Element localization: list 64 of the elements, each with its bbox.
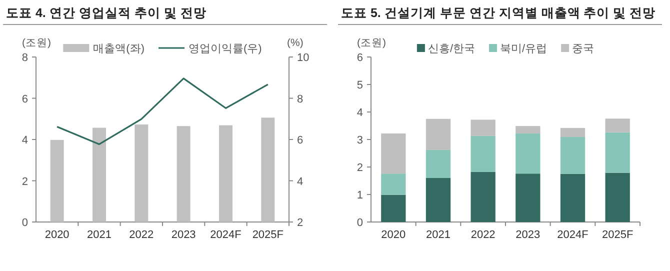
bar [560,128,586,138]
x-tick-label: 2023 [516,229,540,241]
x-tick-label: 2021 [87,229,112,241]
legend-label: 북미/유럽 [500,43,548,55]
x-tick-label: 2024F [210,229,242,241]
legend-label: 신흥/한국 [428,43,475,55]
x-tick-label: 2020 [381,229,406,241]
bar [426,118,451,150]
bar [381,133,406,174]
line-series [56,78,269,146]
x-tick-label: 2023 [171,229,196,241]
bar [426,178,451,222]
bar [219,125,232,222]
y2-tick-label: 4 [297,176,304,188]
bar [92,128,106,222]
bar [516,133,540,174]
y2-tick-label: 6 [297,134,304,146]
y2-tick-label: 8 [297,93,304,106]
y-tick-label: 8 [22,52,28,64]
y-tick-label: 6 [22,93,28,106]
bar [381,194,406,222]
x-tick-label: 2025F [602,229,634,241]
chart-title: 도표 4. 연간 영업실적 추이 및 전망 [6,6,206,20]
bar [516,174,540,222]
y-axis-title: (조원) [22,37,51,49]
y2-tick-label: 2 [297,217,304,229]
bar [470,136,496,172]
y-tick-label: 0 [22,217,28,229]
y-tick-label: 5 [356,80,363,92]
x-tick-label: 2024F [557,229,589,241]
x-tick-label: 2025F [252,229,284,241]
y-tick-label: 1 [356,190,363,202]
y-tick-label: 0 [356,217,363,229]
y-tick-label: 4 [22,134,28,146]
bar [470,120,496,136]
y-tick-label: 2 [356,162,363,174]
x-tick-label: 2021 [426,229,450,241]
y-tick-label: 4 [356,107,363,119]
x-tick-label: 2022 [470,229,496,241]
y-tick-label: 2 [22,176,28,188]
y-tick-label: 6 [356,52,363,64]
bar [176,126,190,222]
bar [381,174,406,195]
y-axis-title: (조원) [357,37,386,49]
bar [134,124,148,222]
bar [560,137,586,174]
bar [261,118,275,222]
bar [605,118,630,132]
bar [516,126,540,134]
bar [605,132,630,173]
bar [560,174,586,222]
bar [470,172,496,222]
legend-label: 매출액(좌) [93,43,144,55]
y2-tick-label: 10 [297,52,310,64]
chart-title: 도표 5. 건설기계 부문 연간 지역별 매출액 추이 및 전망 [341,6,656,20]
legend-label: 중국 [572,43,594,55]
y-tick-label: 3 [356,134,363,146]
x-tick-label: 2022 [129,229,154,241]
legend-label: 영업이익률(우) [188,43,262,55]
bar [605,172,630,222]
x-tick-label: 2020 [44,229,70,241]
y2-axis-title: (%) [287,37,304,49]
bar [50,140,64,222]
bar [426,150,451,178]
